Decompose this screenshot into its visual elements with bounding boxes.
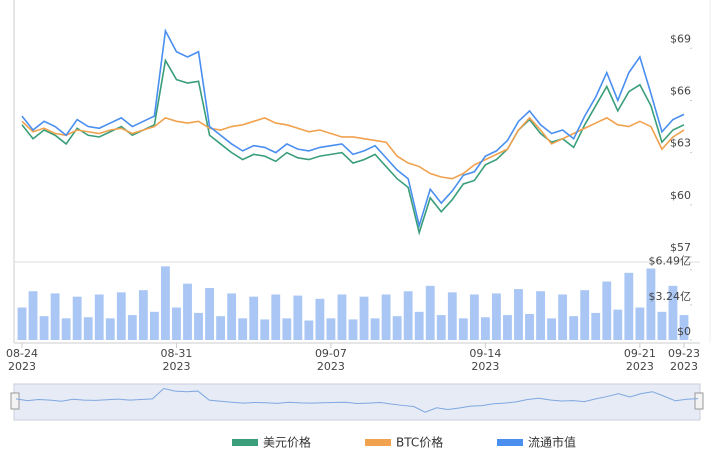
volume-bar (50, 293, 60, 340)
volume-bar (536, 291, 545, 340)
navigator-handle-right[interactable] (694, 392, 704, 410)
y-tick-label: $63 (670, 137, 691, 150)
volume-bar (326, 318, 336, 340)
volume-bar (425, 285, 435, 340)
volume-bar (183, 283, 192, 340)
volume-bar (646, 268, 656, 340)
price-line (21, 116, 685, 180)
volume-bar (403, 291, 413, 340)
volume-bar (624, 272, 634, 340)
y-tick-label: $57 (670, 241, 691, 254)
price-line (21, 28, 685, 229)
volume-bar (613, 309, 623, 340)
y-tick-label: $60 (670, 189, 691, 202)
x-tick-label: 08-31 2023 (160, 347, 193, 373)
legend-swatch (497, 439, 523, 446)
legend-label: 流通市值 (528, 435, 576, 450)
legend-label: BTC价格 (396, 435, 443, 450)
volume-bar (94, 294, 104, 340)
volume-bar (260, 319, 270, 340)
volume-bar (447, 292, 457, 340)
volume-bar (337, 294, 347, 340)
volume-bar (161, 266, 170, 340)
volume-bar (381, 294, 391, 340)
navigator[interactable] (13, 383, 701, 421)
volume-tick-label: $6.49亿 (649, 255, 692, 268)
legend-label: 美元价格 (263, 435, 311, 450)
navigator-handle-left[interactable] (10, 392, 20, 410)
volume-bar (282, 318, 292, 340)
volume-bar (547, 318, 557, 340)
volume-bar (227, 293, 237, 340)
x-tick-label: 09-07 2023 (314, 347, 347, 373)
volume-bar (216, 316, 226, 340)
volume-bar (172, 307, 181, 340)
volume-bar (657, 311, 667, 340)
volume-bar (392, 316, 402, 340)
volume-bar (514, 289, 523, 340)
volume-bar (679, 315, 689, 340)
volume-bar (348, 319, 358, 340)
volume-bar (149, 311, 159, 340)
volume-bar (315, 298, 325, 340)
volume-bar (503, 315, 512, 340)
x-tick-label: 08-24 2023 (6, 347, 38, 373)
volume-bar (492, 293, 501, 340)
volume-bar (635, 307, 645, 340)
volume-bar (127, 315, 137, 340)
volume-bar (61, 318, 71, 340)
volume-bar (39, 316, 49, 340)
volume-bar (436, 315, 446, 340)
volume-bar (271, 294, 281, 340)
y-tick-label: $69 (670, 32, 691, 45)
volume-bar (28, 291, 38, 340)
volume-bar (105, 318, 115, 340)
legend-swatch (232, 439, 258, 446)
volume-bar (116, 292, 126, 340)
x-tick-label: 09-21 2023 (623, 347, 656, 373)
navigator-line (15, 387, 699, 413)
volume-bar (238, 318, 248, 340)
volume-bar (17, 307, 27, 340)
volume-bar (480, 317, 490, 340)
volume-tick-label: $0 (677, 325, 691, 338)
volume-bar (370, 318, 380, 340)
volume-bar (205, 288, 214, 340)
price-line (21, 58, 685, 236)
legend-swatch (365, 439, 391, 446)
x-tick-label: 09-23 2023 (668, 347, 700, 373)
volume-bar (580, 290, 590, 340)
volume-bar (249, 296, 259, 340)
volume-bar (591, 312, 601, 340)
volume-bar (138, 290, 148, 340)
y-tick-label: $66 (670, 84, 691, 97)
volume-bar (304, 320, 314, 340)
x-tick-label: 09-14 2023 (469, 347, 502, 373)
volume-bar (569, 316, 579, 340)
volume-bar (293, 295, 303, 340)
volume-bar (359, 296, 369, 340)
volume-bar (83, 317, 93, 340)
volume-bar (458, 318, 468, 340)
volume-bar (194, 312, 203, 340)
volume-bar (668, 285, 678, 340)
volume-bar (558, 294, 568, 340)
volume-bar (414, 311, 424, 340)
volume-bar (469, 294, 479, 340)
volume-bar (525, 314, 534, 340)
volume-tick-label: $3.24亿 (649, 290, 692, 303)
volume-bar (72, 296, 82, 340)
volume-bar (602, 281, 612, 340)
